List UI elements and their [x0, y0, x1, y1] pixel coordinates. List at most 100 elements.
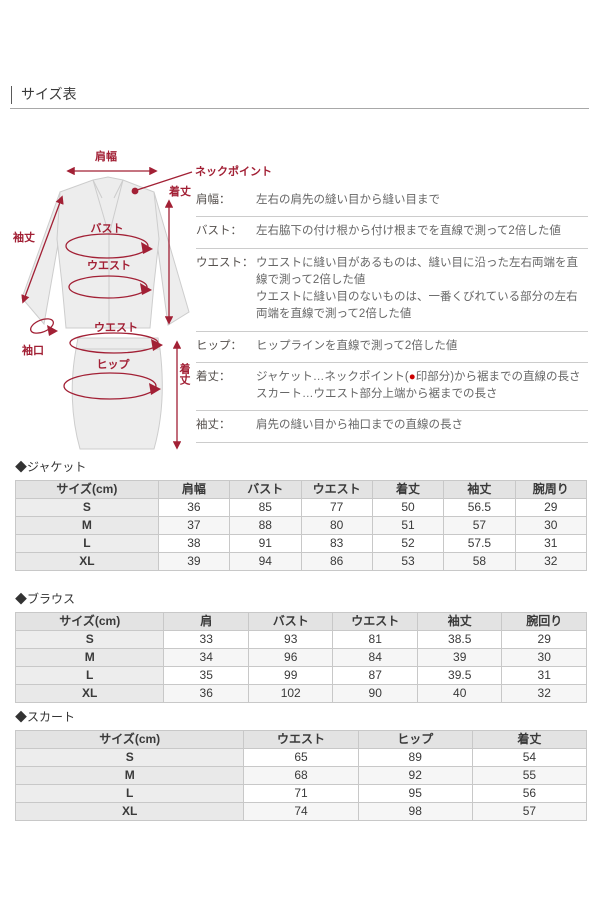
table-row: XL 39 94 86 53 58 32: [15, 552, 588, 571]
value-cell: 68: [243, 766, 359, 785]
value-cell: 33: [163, 630, 249, 649]
definition-text: ジャケット…ネックポイント(●印部分)から裾までの直線の長さ スカート…ウエスト…: [256, 370, 581, 400]
skirt-length-label: 着丈: [178, 362, 192, 386]
value-cell: 31: [514, 534, 588, 553]
jacket-length-label: 着丈: [168, 184, 191, 198]
bust-ellipse-arrowhead: [141, 242, 153, 254]
value-cell: 32: [514, 552, 588, 571]
definition-shoulder-width: 肩幅： 左右の肩先の縫い目から縫い目まで: [196, 186, 588, 218]
value-cell: 77: [300, 498, 373, 517]
neck-point-dot: [131, 187, 139, 195]
skirt-size-table: サイズ(cm) ウエスト ヒップ 着丈 S 65 89 54 M 68 92 55 L 71 95 56 XL 7…: [14, 730, 588, 821]
value-cell: 37: [157, 516, 231, 535]
shoulder-width-label: 肩幅: [95, 149, 117, 163]
jacket-waist-ellipse: [68, 275, 148, 299]
column-header: 着丈: [471, 730, 588, 749]
value-cell: 57: [443, 516, 516, 535]
value-cell: 89: [357, 748, 473, 767]
value-cell: 91: [229, 534, 302, 553]
jacket-section-title: ◆ジャケット: [15, 460, 87, 474]
table-row: XL 36 102 90 40 32: [14, 684, 587, 703]
value-cell: 29: [514, 498, 588, 517]
size-cell: M: [15, 516, 159, 535]
skirt-waist-label: ウエスト: [94, 321, 138, 334]
column-header: ウエスト: [300, 480, 373, 499]
value-cell: 65: [243, 748, 359, 767]
value-cell: 29: [501, 630, 587, 649]
table-row: M 34 96 84 39 30: [14, 648, 587, 667]
size-cell: XL: [14, 802, 245, 821]
value-cell: 87: [332, 666, 418, 685]
page-title: サイズ表: [11, 86, 77, 104]
value-cell: 99: [247, 666, 334, 685]
jacket-waist-label: ウエスト: [87, 259, 131, 272]
table-row: L 38 91 83 52 57.5 31: [15, 534, 588, 553]
value-cell: 38: [157, 534, 231, 553]
table-row: M 37 88 80 51 57 30: [15, 516, 588, 535]
column-header: 腕周り: [514, 480, 588, 499]
neck-point-pointer-line: [136, 171, 193, 191]
table-row: XL 74 98 57: [14, 802, 588, 821]
hip-ellipse: [63, 372, 157, 400]
jacket-right-sleeve: [153, 191, 190, 326]
size-cell: S: [14, 630, 165, 649]
value-cell: 36: [157, 498, 231, 517]
value-cell: 86: [300, 552, 373, 571]
table-row: M 68 92 55: [14, 766, 588, 785]
column-header: ウエスト: [332, 612, 418, 631]
skirt-section-title: ◆スカート: [15, 710, 76, 724]
definition-term: 肩幅：: [196, 194, 231, 206]
table-header-row: サイズ(cm) 肩バスト ウエスト 袖丈 腕回り: [14, 612, 587, 631]
size-cell: L: [14, 784, 245, 803]
definition-text: 左右の肩先の縫い目から縫い目まで: [256, 194, 440, 206]
definition-text: 左右脇下の付け根から付け根までを直線で測って2倍した値: [256, 225, 561, 238]
skirt-waistband: [75, 337, 161, 350]
table-row: L 71 95 56: [14, 784, 588, 803]
value-cell: 56.5: [443, 498, 516, 517]
value-cell: 88: [229, 516, 302, 535]
column-header: ウエスト: [243, 730, 359, 749]
table-row: S 36 85 77 50 56.5 29: [15, 498, 588, 517]
value-cell: 34: [163, 648, 249, 667]
value-cell: 39: [416, 648, 503, 667]
column-header: バスト: [229, 480, 302, 499]
value-cell: 54: [471, 748, 588, 767]
value-cell: 30: [501, 648, 587, 667]
value-cell: 50: [371, 498, 445, 517]
value-cell: 93: [247, 630, 334, 649]
value-cell: 98: [357, 802, 473, 821]
value-cell: 53: [371, 552, 445, 571]
value-cell: 71: [243, 784, 359, 803]
value-cell: 94: [229, 552, 302, 571]
table-row: L 35 99 87 39.5 31: [14, 666, 587, 685]
skirt-waist-ellipse-arrowhead: [151, 339, 163, 351]
definition-text: ウエストに縫い目があるものは、縫い目に沿った左右両端を直線で測って2倍した値 ウ…: [256, 256, 578, 321]
value-cell: 57: [471, 802, 588, 821]
column-header: サイズ(cm): [14, 730, 245, 749]
cuff-loop: [29, 318, 55, 334]
column-header: 着丈: [371, 480, 445, 499]
value-cell: 74: [243, 802, 359, 821]
jacket-waist-ellipse-arrowhead: [140, 283, 152, 295]
measurement-diagram: 肩幅 ネックポイント 着丈 袖丈 バスト ウエスト 袖口 ウエスト ヒップ 着丈: [13, 149, 272, 450]
column-header: 腕回り: [501, 612, 587, 631]
size-cell: S: [15, 498, 159, 517]
table-row: S 33 93 81 38.5 29: [14, 630, 587, 649]
value-cell: 90: [332, 684, 418, 703]
value-cell: 31: [501, 666, 587, 685]
value-cell: 39.5: [416, 666, 503, 685]
neck-point-dot-glyph: ●: [408, 370, 416, 383]
sleeve-length-label: 袖丈: [13, 230, 35, 244]
definition-bust: バスト： 左右脇下の付け根から付け根までを直線で測って2倍した値: [196, 217, 588, 249]
table-header-row: サイズ(cm) 肩幅 バスト ウエスト 着丈 袖丈 腕周り: [15, 480, 588, 499]
value-cell: 30: [514, 516, 588, 535]
value-cell: 56: [471, 784, 588, 803]
hip-label: ヒップ: [97, 357, 131, 371]
definition-term: ウエスト：: [196, 256, 254, 269]
value-cell: 36: [163, 684, 249, 703]
definition-term: ヒップ：: [196, 339, 242, 352]
skirt-size-section: ◆スカート サイズ(cm) ウエスト ヒップ 着丈 S 65 89 54 M 68 92 55 L 71 9…: [14, 708, 588, 821]
definition-length: 着丈： ジャケット…ネックポイント(●印部分)から裾までの直線の長さ スカート……: [196, 363, 588, 412]
value-cell: 51: [371, 516, 445, 535]
